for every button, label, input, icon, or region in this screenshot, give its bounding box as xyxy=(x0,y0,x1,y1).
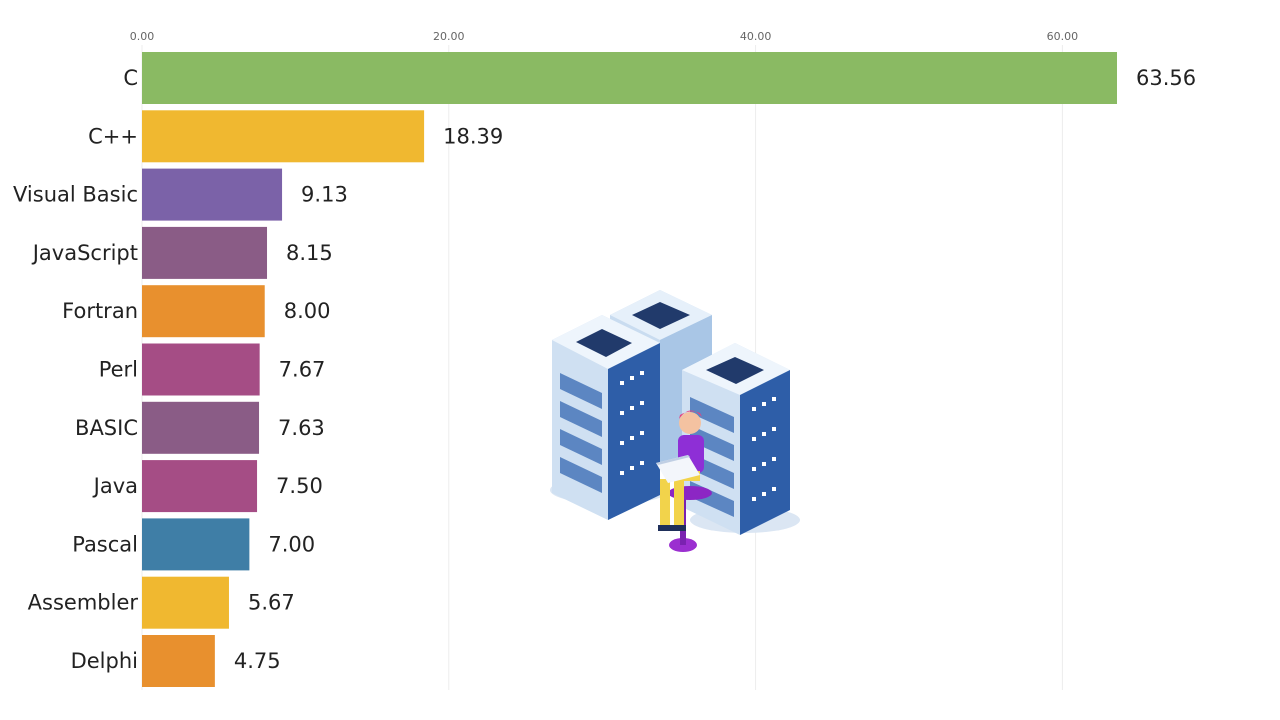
bar xyxy=(142,285,265,338)
bar xyxy=(142,52,1117,104)
category-label: Visual Basic xyxy=(13,183,138,207)
category-label: JavaScript xyxy=(31,241,138,265)
value-label: 7.67 xyxy=(279,358,326,382)
value-label: 4.75 xyxy=(234,649,281,673)
bar xyxy=(142,518,250,571)
category-label: C++ xyxy=(88,124,138,148)
bars: C 63.56 C++ 18.39 Visual Basic 9.13 JavaScript… xyxy=(13,52,1196,687)
value-label: 8.00 xyxy=(284,299,331,323)
value-label: 7.50 xyxy=(276,474,323,498)
value-label: 63.56 xyxy=(1136,66,1196,90)
x-tick-label: 20.00 xyxy=(433,30,465,43)
x-tick-label: 60.00 xyxy=(1047,30,1079,43)
value-label: 7.00 xyxy=(268,532,315,556)
category-label: Pascal xyxy=(72,532,138,556)
value-label: 8.15 xyxy=(286,241,333,265)
bar xyxy=(142,401,260,454)
category-label: Assembler xyxy=(28,591,139,615)
x-axis-ticks: 0.00 20.00 40.00 60.00 xyxy=(130,30,1078,43)
category-label: Java xyxy=(92,474,138,498)
category-label: Perl xyxy=(99,358,138,382)
bar xyxy=(142,168,283,221)
bar xyxy=(142,576,229,629)
value-label: 9.13 xyxy=(301,183,348,207)
server-rack-person-laptop-icon xyxy=(550,290,800,552)
value-label: 18.39 xyxy=(443,124,503,148)
category-label: BASIC xyxy=(75,416,138,440)
bar xyxy=(142,460,258,513)
value-label: 5.67 xyxy=(248,591,295,615)
category-label: Delphi xyxy=(71,649,138,673)
value-label: 7.63 xyxy=(278,416,325,440)
bar xyxy=(142,635,215,687)
x-tick-label: 40.00 xyxy=(740,30,772,43)
category-label: Fortran xyxy=(62,299,138,323)
x-tick-label: 0.00 xyxy=(130,30,155,43)
category-label: C xyxy=(123,66,138,90)
bar xyxy=(142,110,425,163)
bar xyxy=(142,343,260,396)
bar xyxy=(142,226,268,279)
